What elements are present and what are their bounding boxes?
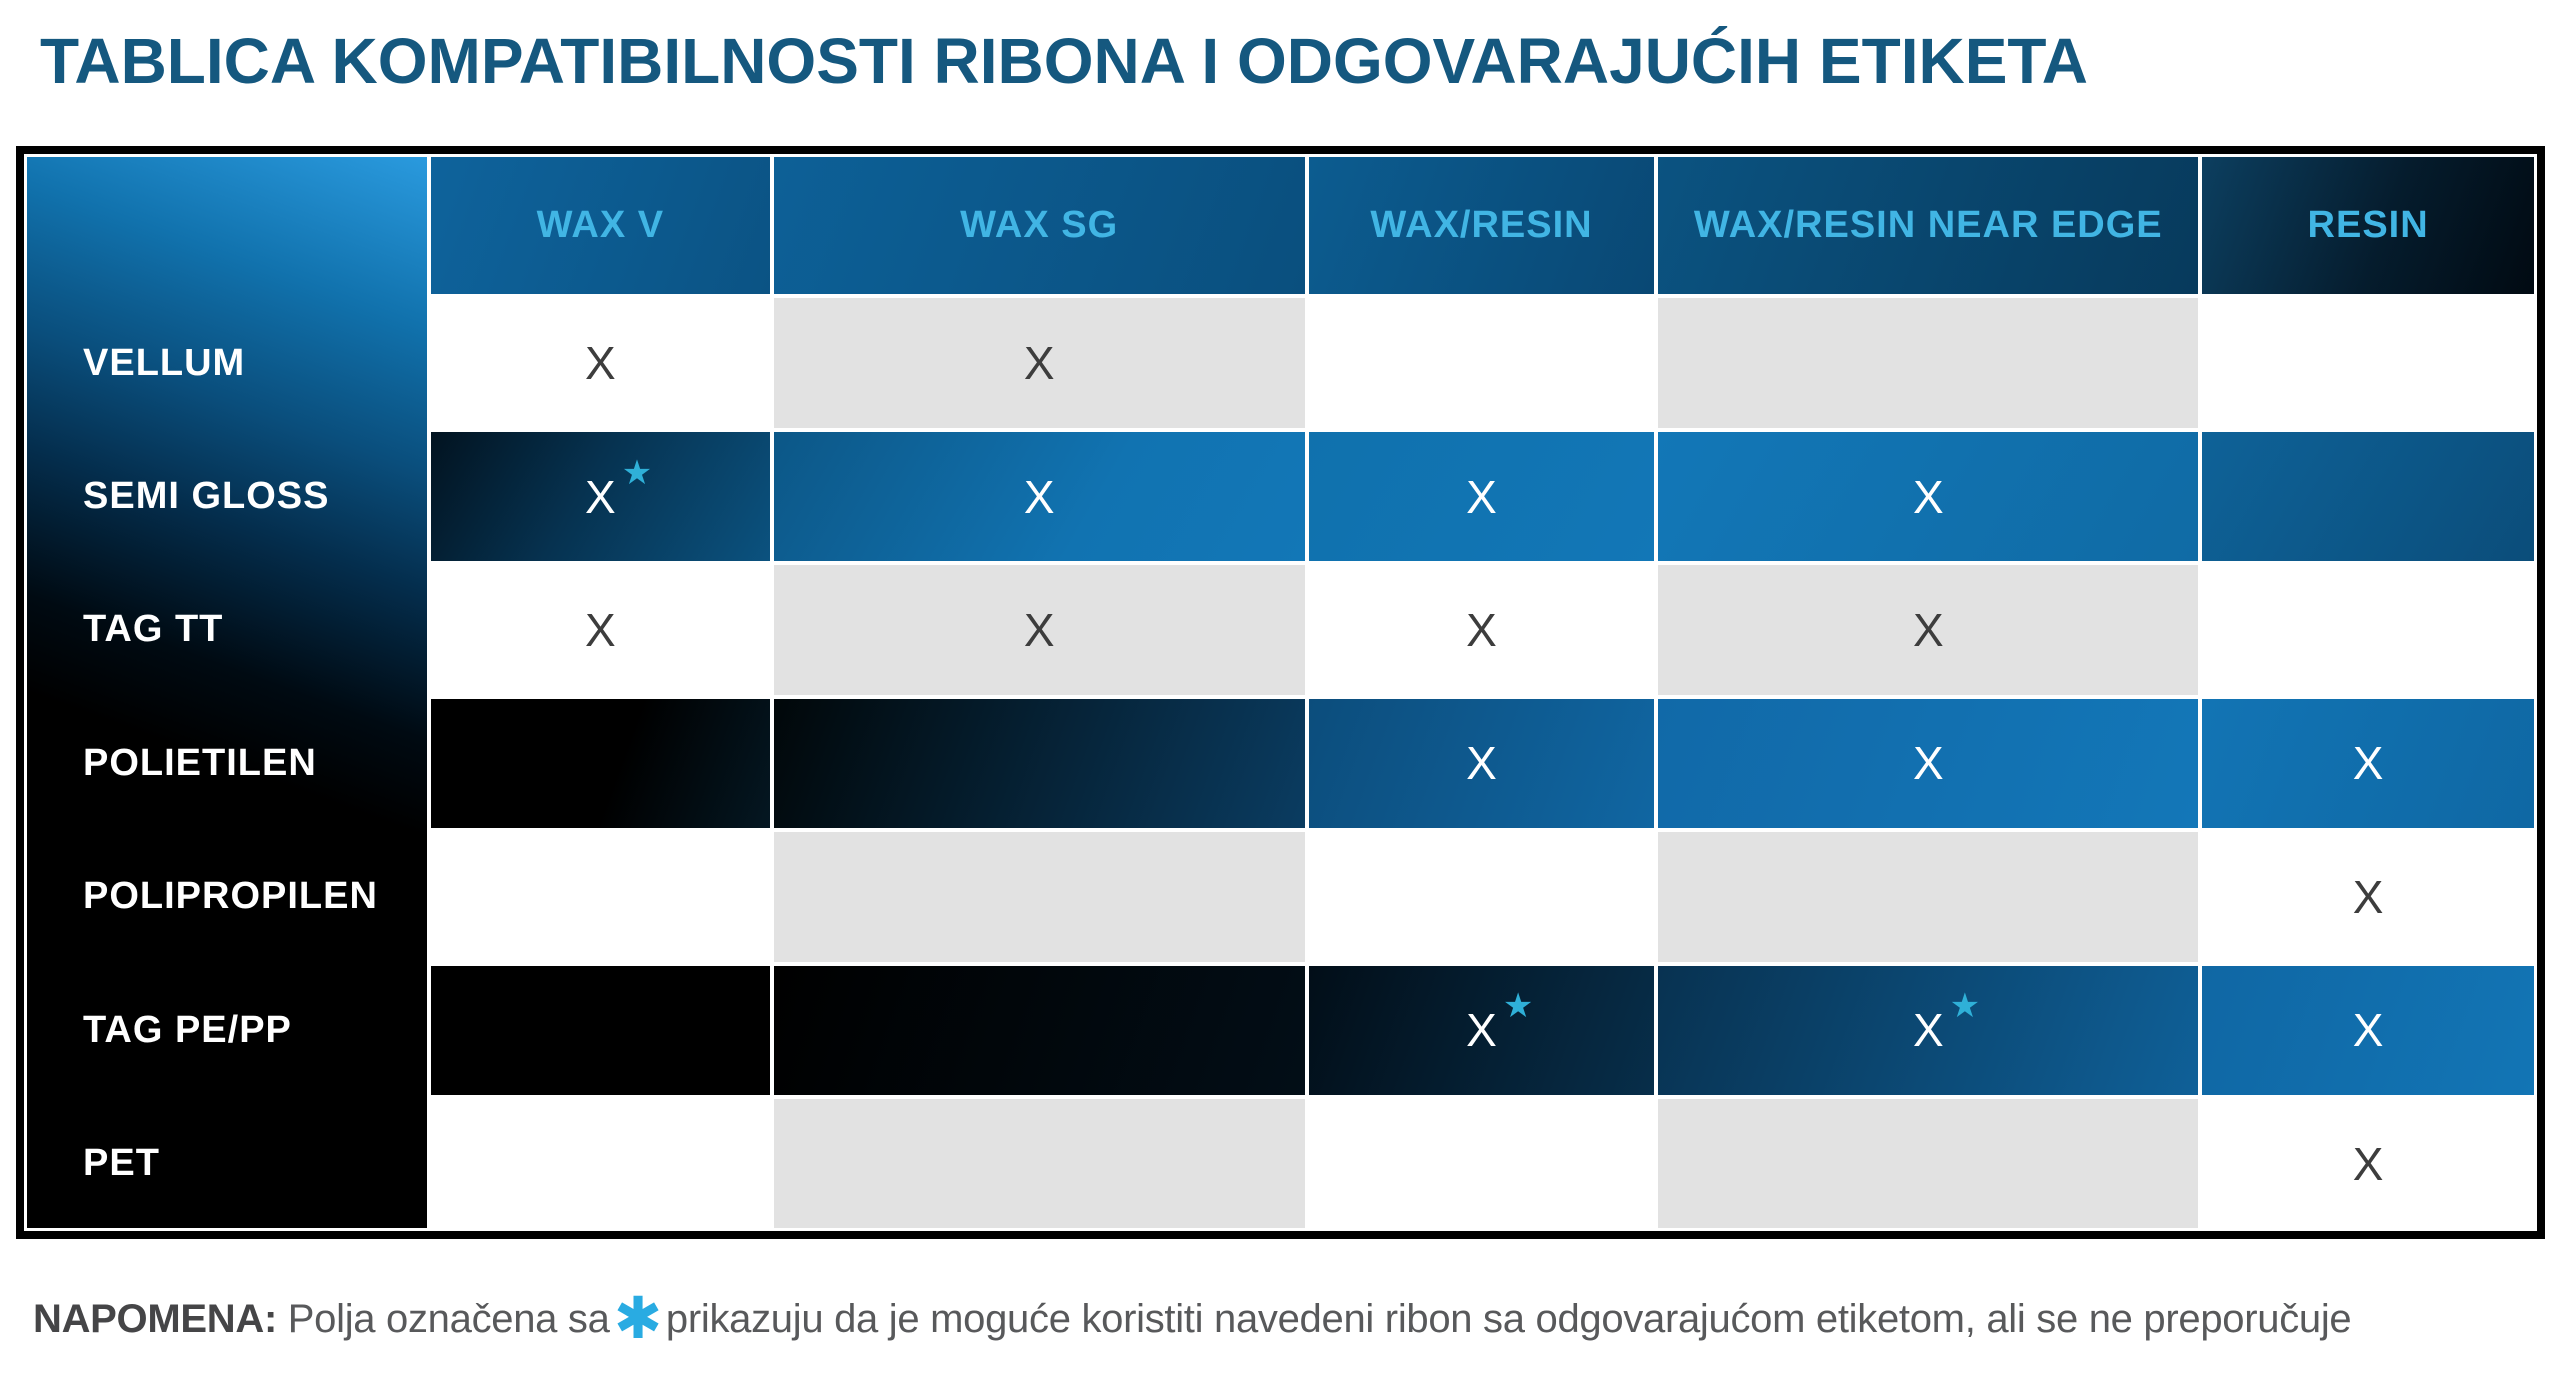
compat-cell bbox=[1308, 1098, 1655, 1229]
x-mark: X bbox=[1023, 470, 1055, 523]
x-mark: X bbox=[1466, 603, 1497, 656]
note-asterisk-icon: ✱ bbox=[613, 1284, 663, 1353]
compat-cell bbox=[1658, 1098, 2199, 1229]
row-label: POLIETILEN bbox=[83, 741, 317, 784]
x-mark: X bbox=[1912, 470, 1944, 523]
row-label: PET bbox=[83, 1142, 160, 1185]
footnote-label: NAPOMENA: bbox=[33, 1297, 277, 1342]
compat-cell: X ★ bbox=[1658, 965, 2199, 1095]
footnote-text-before: Polja označena sa bbox=[276, 1297, 610, 1342]
compat-cell: X bbox=[2202, 832, 2534, 962]
column-header-wax-sg: WAX SG bbox=[773, 157, 1305, 295]
table-corner-cell bbox=[27, 157, 427, 294]
compat-cell: X bbox=[773, 298, 1305, 428]
compat-cell bbox=[773, 965, 1305, 1095]
compat-cell: X bbox=[1308, 431, 1655, 562]
compat-cell: X bbox=[2202, 1098, 2534, 1229]
compat-cell: X bbox=[1308, 565, 1655, 695]
material-column: VELLUM SEMI GLOSS TAG TT POLIETILEN POLI… bbox=[27, 157, 427, 1229]
x-mark: X bbox=[2352, 1004, 2384, 1057]
compat-cell: X bbox=[1308, 698, 1655, 829]
compat-cell bbox=[431, 965, 770, 1095]
compat-cell bbox=[773, 832, 1305, 962]
compat-cell: X bbox=[773, 431, 1305, 562]
x-mark: X bbox=[1466, 1004, 1497, 1057]
x-mark: X bbox=[1466, 470, 1497, 523]
row-label: TAG TT bbox=[83, 608, 224, 651]
x-mark: X bbox=[1466, 737, 1497, 790]
compat-cell bbox=[2202, 431, 2534, 562]
column-header-resin: RESIN bbox=[2202, 157, 2534, 295]
column-header-wax-v: WAX V bbox=[431, 157, 770, 295]
x-mark: X bbox=[1912, 737, 1944, 790]
compat-cell bbox=[1308, 298, 1655, 428]
row-label-cell: TAG PE/PP bbox=[27, 966, 427, 1095]
row-label-cell: PET bbox=[27, 1099, 427, 1228]
row-label: TAG PE/PP bbox=[83, 1008, 292, 1051]
compat-cell: X bbox=[2202, 965, 2534, 1095]
x-mark: X bbox=[585, 470, 616, 523]
compat-cell: X bbox=[1658, 431, 2199, 562]
x-mark: X bbox=[2352, 737, 2384, 790]
compat-cell: X bbox=[2202, 698, 2534, 829]
compat-cell: X bbox=[773, 565, 1305, 695]
table-inner: VELLUM SEMI GLOSS TAG TT POLIETILEN POLI… bbox=[27, 157, 2534, 1229]
compat-cell: X ★ bbox=[1308, 965, 1655, 1095]
x-mark: X bbox=[1912, 1004, 1944, 1057]
compat-cell: X bbox=[431, 298, 770, 428]
x-mark: X bbox=[2352, 1137, 2384, 1190]
row-label-cell: TAG TT bbox=[27, 565, 427, 694]
row-label-cell: VELLUM bbox=[27, 298, 427, 427]
compat-cell bbox=[431, 1098, 770, 1229]
compat-cell: X ★ bbox=[431, 431, 770, 562]
x-mark: X bbox=[1023, 337, 1055, 390]
compat-cell: X bbox=[1658, 698, 2199, 829]
row-label-cell: POLIPROPILEN bbox=[27, 832, 427, 961]
x-mark: X bbox=[2352, 870, 2384, 923]
compat-cell: X bbox=[431, 565, 770, 695]
x-mark: X bbox=[1023, 603, 1055, 656]
compatibility-table: VELLUM SEMI GLOSS TAG TT POLIETILEN POLI… bbox=[16, 146, 2545, 1240]
row-label-cell: POLIETILEN bbox=[27, 699, 427, 828]
footnote: NAPOMENA: Polja označena sa✱ prikazuju da… bbox=[33, 1289, 2560, 1347]
column-header-wax-resin-near-edge: WAX/RESIN NEAR EDGE bbox=[1658, 157, 2199, 295]
row-label: VELLUM bbox=[83, 341, 246, 384]
compat-cell bbox=[431, 698, 770, 829]
row-label: POLIPROPILEN bbox=[83, 875, 378, 918]
compat-cell bbox=[1308, 832, 1655, 962]
column-header-wax-resin: WAX/RESIN bbox=[1308, 157, 1655, 295]
data-grid: WAX V WAX SG WAX/RESIN WAX/RESIN NEAR ED… bbox=[431, 157, 2534, 1229]
compat-cell bbox=[1658, 298, 2199, 428]
x-mark: X bbox=[585, 337, 616, 390]
x-mark: X bbox=[585, 603, 616, 656]
compat-cell bbox=[773, 1098, 1305, 1229]
compat-cell bbox=[2202, 565, 2534, 695]
compat-cell bbox=[2202, 298, 2534, 428]
compat-cell bbox=[773, 698, 1305, 829]
x-mark: X bbox=[1912, 603, 1944, 656]
footnote-text-after: prikazuju da je moguće koristiti naveden… bbox=[665, 1297, 2352, 1342]
compat-cell bbox=[1658, 832, 2199, 962]
page-title: TABLICA KOMPATIBILNOSTI RIBONA I ODGOVAR… bbox=[40, 25, 2088, 97]
row-label-cell: SEMI GLOSS bbox=[27, 432, 427, 561]
compat-cell: X bbox=[1658, 565, 2199, 695]
row-label: SEMI GLOSS bbox=[83, 475, 330, 518]
compat-cell bbox=[431, 832, 770, 962]
